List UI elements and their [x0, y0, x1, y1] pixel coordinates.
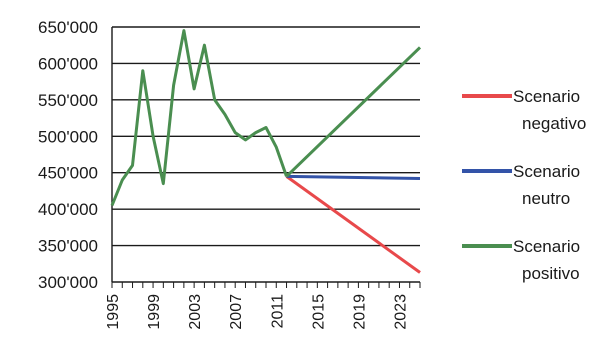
- x-tick-label: 2015: [310, 294, 327, 330]
- legend-label-line2: positivo: [522, 264, 580, 283]
- y-tick-label: 400'000: [38, 200, 98, 219]
- legend-label-line1: Scenario: [513, 237, 580, 256]
- legend-label-line2: negativo: [522, 114, 586, 133]
- y-tick-label: 350'000: [38, 237, 98, 256]
- y-tick-label: 600'000: [38, 54, 98, 73]
- x-tick-label: 1995: [105, 294, 122, 330]
- scenario-negativo-line: [285, 175, 421, 274]
- x-tick-label: 2003: [187, 294, 204, 330]
- history-line: [110, 29, 288, 207]
- scenario-neutro-line: [286, 174, 421, 180]
- y-tick-label: 650'000: [38, 18, 98, 37]
- x-tick-label: 1999: [146, 294, 163, 330]
- y-tick-labels: 300'000 350'000 400'000 450'000 500'000 550'0…: [38, 18, 98, 292]
- legend-label-line1: Scenario: [513, 162, 580, 181]
- y-tick-label: 450'000: [38, 164, 98, 183]
- axes: [111, 27, 421, 288]
- x-tick-label: 2023: [392, 294, 409, 330]
- series-lines: [110, 29, 422, 274]
- y-tick-label: 500'000: [38, 127, 98, 146]
- legend-label-line2: neutro: [522, 189, 570, 208]
- legend-label-line1: Scenario: [513, 87, 580, 106]
- x-tick-labels: 1995 1999 2003 2007 2011 2015 2019 2023: [105, 294, 409, 330]
- x-tick-label: 2007: [228, 294, 245, 330]
- y-tick-label: 300'000: [38, 273, 98, 292]
- x-tick-label: 2011: [269, 294, 286, 329]
- legend: Scenario negativo Scenario neutro Scenario po…: [462, 87, 586, 283]
- scenario-positivo-line: [285, 46, 422, 178]
- y-tick-label: 550'000: [38, 91, 98, 110]
- x-tick-label: 2019: [351, 294, 368, 330]
